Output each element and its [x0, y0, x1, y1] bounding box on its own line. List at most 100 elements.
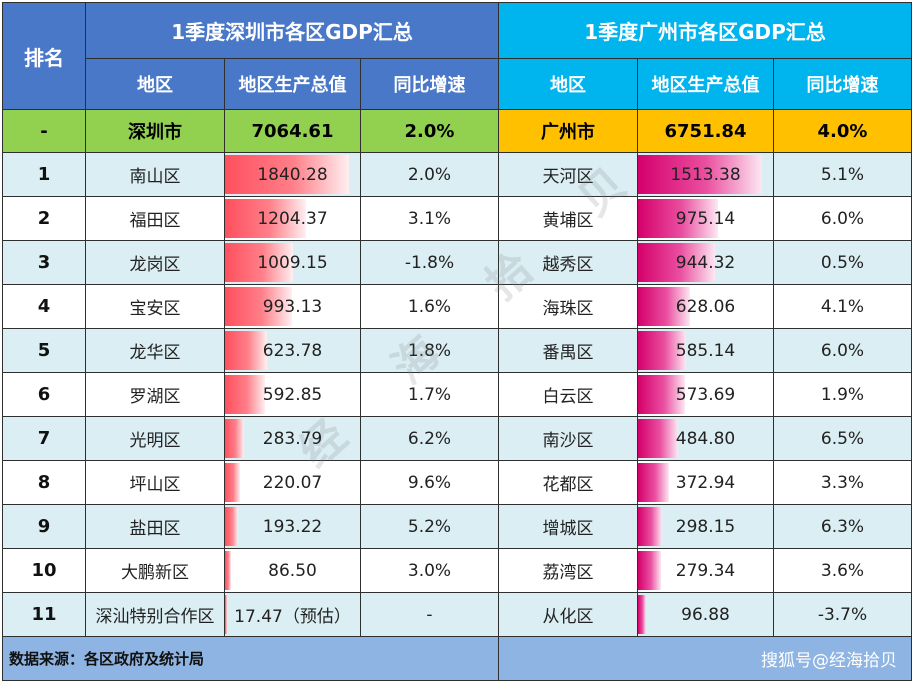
- shenzhen-gdp-cell: 283.79: [224, 416, 361, 461]
- table-row: 7 光明区 283.79 6.2% 南沙区 484.80 6.5%: [2, 416, 912, 461]
- table-row: 5 龙华区 623.78 1.8% 番禺区 585.14 6.0%: [2, 328, 912, 373]
- guangzhou-gdp-cell: 372.94: [637, 460, 774, 505]
- shenzhen-gdp-cell: 993.13: [224, 284, 361, 329]
- shenzhen-gdp-bar: [225, 463, 240, 502]
- table-row: 1 南山区 1840.28 2.0% 天河区 1513.38 5.1%: [2, 152, 912, 197]
- shenzhen-growth-value: 9.6%: [360, 460, 499, 505]
- guangzhou-district-name: 黄埔区: [498, 196, 638, 241]
- rank-cell: 11: [2, 592, 86, 637]
- shenzhen-district-name: 坪山区: [85, 460, 225, 505]
- shenzhen-district-header: 地区: [85, 58, 225, 110]
- rank-header: 排名: [2, 2, 86, 110]
- guangzhou-gdp-bar: [638, 243, 716, 282]
- rank-cell: 4: [2, 284, 86, 329]
- shenzhen-gdp-bar: [225, 507, 239, 546]
- guangzhou-gdp-bar: [638, 331, 687, 370]
- shenzhen-total-gdp: 7064.61: [224, 109, 361, 153]
- guangzhou-gdp-value: 279.34: [675, 560, 736, 581]
- shenzhen-district-name: 宝安区: [85, 284, 225, 329]
- guangzhou-gdp-cell: 573.69: [637, 372, 774, 417]
- guangzhou-district-name: 从化区: [498, 592, 638, 637]
- guangzhou-growth-value: 3.3%: [773, 460, 912, 505]
- guangzhou-district-name: 花都区: [498, 460, 638, 505]
- table-row: 9 盐田区 193.22 5.2% 增城区 298.15 6.3%: [2, 504, 912, 549]
- shenzhen-gdp-cell: 220.07: [224, 460, 361, 505]
- shenzhen-gdp-header: 地区生产总值: [224, 58, 361, 110]
- shenzhen-district-name: 罗湖区: [85, 372, 225, 417]
- guangzhou-district-name: 南沙区: [498, 416, 638, 461]
- shenzhen-growth-header: 同比增速: [360, 58, 499, 110]
- shenzhen-gdp-cell: 623.78: [224, 328, 361, 373]
- table-row: 3 龙岗区 1009.15 -1.8% 越秀区 944.32 0.5%: [2, 240, 912, 285]
- guangzhou-gdp-value: 585.14: [675, 340, 736, 361]
- guangzhou-gdp-bar: [638, 199, 719, 238]
- shenzhen-gdp-value: 993.13: [262, 296, 323, 317]
- table-row: 6 罗湖区 592.85 1.7% 白云区 573.69 1.9%: [2, 372, 912, 417]
- guangzhou-table-title: 1季度广州市各区GDP汇总: [498, 2, 912, 59]
- rank-cell: 2: [2, 196, 86, 241]
- shenzhen-table-title: 1季度深圳市各区GDP汇总: [85, 2, 499, 59]
- shenzhen-gdp-cell: 1009.15: [224, 240, 361, 285]
- shenzhen-gdp-cell: 193.22: [224, 504, 361, 549]
- guangzhou-growth-value: 6.3%: [773, 504, 912, 549]
- guangzhou-district-name: 增城区: [498, 504, 638, 549]
- guangzhou-gdp-value: 975.14: [675, 208, 736, 229]
- shenzhen-gdp-cell: 86.50: [224, 548, 361, 593]
- shenzhen-growth-value: 5.2%: [360, 504, 499, 549]
- guangzhou-total-name: 广州市: [498, 109, 638, 153]
- shenzhen-district-name: 龙岗区: [85, 240, 225, 285]
- shenzhen-gdp-bar: [225, 419, 245, 458]
- shenzhen-gdp-value: 193.22: [262, 516, 323, 537]
- guangzhou-gdp-value: 96.88: [681, 604, 730, 625]
- shenzhen-gdp-value: 592.85: [262, 384, 323, 405]
- shenzhen-growth-value: 3.0%: [360, 548, 499, 593]
- shenzhen-district-name: 光明区: [85, 416, 225, 461]
- shenzhen-district-name: 大鹏新区: [85, 548, 225, 593]
- shenzhen-gdp-value: 220.07: [262, 472, 323, 493]
- shenzhen-gdp-value: 1840.28: [257, 164, 328, 185]
- guangzhou-gdp-bar: [638, 155, 763, 194]
- guangzhou-district-header: 地区: [498, 58, 638, 110]
- data-source-note: 数据来源：各区政府及统计局: [2, 636, 499, 681]
- shenzhen-district-name: 盐田区: [85, 504, 225, 549]
- guangzhou-growth-value: 3.6%: [773, 548, 912, 593]
- shenzhen-growth-value: -: [360, 592, 499, 637]
- guangzhou-total-growth: 4.0%: [773, 109, 912, 153]
- guangzhou-gdp-cell: 279.34: [637, 548, 774, 593]
- shenzhen-growth-value: -1.8%: [360, 240, 499, 285]
- guangzhou-district-name: 海珠区: [498, 284, 638, 329]
- shenzhen-total-growth: 2.0%: [360, 109, 499, 153]
- guangzhou-gdp-cell: 944.32: [637, 240, 774, 285]
- guangzhou-gdp-cell: 585.14: [637, 328, 774, 373]
- shenzhen-gdp-bar: [225, 331, 268, 370]
- shenzhen-district-name: 福田区: [85, 196, 225, 241]
- shenzhen-total-name: 深圳市: [85, 109, 225, 153]
- guangzhou-gdp-bar: [638, 375, 686, 414]
- title-row: 排名 1季度深圳市各区GDP汇总 1季度广州市各区GDP汇总: [2, 2, 912, 110]
- guangzhou-gdp-cell: 484.80: [637, 416, 774, 461]
- guangzhou-district-name: 白云区: [498, 372, 638, 417]
- rank-cell: 5: [2, 328, 86, 373]
- guangzhou-growth-value: 0.5%: [773, 240, 912, 285]
- rank-cell: 3: [2, 240, 86, 285]
- shenzhen-growth-value: 2.0%: [360, 152, 499, 197]
- guangzhou-gdp-bar: [638, 507, 663, 546]
- shenzhen-gdp-bar: [225, 199, 307, 238]
- guangzhou-gdp-value: 628.06: [675, 296, 736, 317]
- guangzhou-gdp-cell: 298.15: [637, 504, 774, 549]
- guangzhou-gdp-value: 944.32: [675, 252, 736, 273]
- shenzhen-gdp-bar: [225, 551, 231, 590]
- rank-cell: 1: [2, 152, 86, 197]
- table-row: 11 深汕特别合作区 17.47（预估） - 从化区 96.88 -3.7%: [2, 592, 912, 637]
- shenzhen-district-name: 南山区: [85, 152, 225, 197]
- guangzhou-district-name: 荔湾区: [498, 548, 638, 593]
- shenzhen-gdp-cell: 1204.37: [224, 196, 361, 241]
- guangzhou-growth-value: -3.7%: [773, 592, 912, 637]
- shenzhen-gdp-value: 1204.37: [257, 208, 328, 229]
- rank-cell: 7: [2, 416, 86, 461]
- shenzhen-gdp-cell: 17.47（预估）: [224, 592, 361, 637]
- table-row: 8 坪山区 220.07 9.6% 花都区 372.94 3.3%: [2, 460, 912, 505]
- shenzhen-gdp-cell: 592.85: [224, 372, 361, 417]
- shenzhen-gdp-value: 623.78: [262, 340, 323, 361]
- guangzhou-gdp-cell: 1513.38: [637, 152, 774, 197]
